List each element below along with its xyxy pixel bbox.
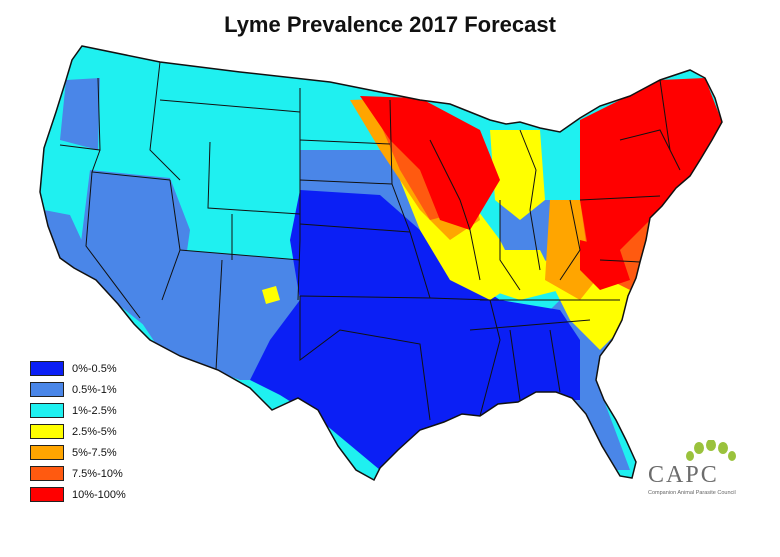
border-idaho: [149, 61, 181, 181]
region-michigan-yellow: [490, 130, 545, 220]
legend-swatch: [30, 361, 64, 376]
legend-label: 0.5%-1%: [72, 383, 117, 396]
legend-label: 7.5%-10%: [72, 467, 123, 480]
legend-item: 0%-0.5%: [30, 358, 126, 379]
region-colorado-yellow-spot: [262, 286, 280, 304]
legend-swatch: [30, 466, 64, 481]
paw-print-icon: [686, 440, 736, 461]
region-virginia-red: [580, 240, 630, 290]
region-central-dark-blue: [250, 190, 580, 470]
border-dakotas: [299, 139, 391, 145]
region-california-coast-blue: [44, 210, 100, 290]
map-title: Lyme Prevalence 2017 Forecast: [224, 12, 556, 37]
border-wyoming: [207, 141, 301, 215]
region-kentucky-yellow: [480, 250, 560, 300]
border-california-nevada: [85, 171, 141, 319]
legend-swatch: [30, 445, 64, 460]
region-wisconsin-minnesota-red: [360, 96, 500, 230]
border-arizona-new-mexico: [215, 259, 223, 371]
region-washington-blue: [60, 78, 100, 150]
state-borders: [59, 61, 681, 421]
border-lake-michigan: [519, 129, 537, 211]
legend-swatch: [30, 403, 64, 418]
legend-item: 2.5%-5%: [30, 421, 126, 442]
legend-item: 5%-7.5%: [30, 442, 126, 463]
border-plains-west: [297, 88, 301, 301]
border-wisconsin-illinois: [429, 139, 481, 281]
border-minnesota-iowa-missouri: [389, 99, 431, 299]
legend-swatch: [30, 424, 64, 439]
border-oklahoma-north: [299, 295, 431, 299]
legend-swatch: [30, 382, 64, 397]
border-kansas-north: [299, 223, 411, 233]
legend-label: 10%-100%: [72, 488, 126, 501]
logo-subtitle: Companion Animal Parasite Council: [648, 490, 736, 496]
legend-item: 7.5%-10%: [30, 463, 126, 484]
border-nebraska-north: [299, 179, 393, 185]
border-mississippi-alabama: [509, 329, 521, 401]
border-virginia-maryland: [599, 259, 641, 263]
border-indiana-ohio: [529, 209, 541, 271]
border-alabama-georgia: [549, 329, 561, 393]
legend-item: 1%-2.5%: [30, 400, 126, 421]
border-ohio-pennsylvania: [559, 199, 581, 281]
border-maine-new-hampshire: [659, 79, 671, 151]
legend-label: 2.5%-5%: [72, 425, 117, 438]
map-legend: 0%-0.5% 0.5%-1% 1%-2.5% 2.5%-5% 5%-7.5% 7.5%-…: [30, 358, 126, 505]
legend-item: 0.5%-1%: [30, 379, 126, 400]
capc-paw-logo-icon: [686, 440, 736, 461]
us-outline: [39, 45, 723, 482]
border-texas: [299, 296, 431, 421]
border-colorado-south: [179, 249, 301, 261]
logo-text: CAPC: [648, 462, 719, 488]
legend-item: 10%-100%: [30, 484, 126, 505]
legend-swatch: [30, 487, 64, 502]
border-arkansas-louisiana: [429, 297, 501, 417]
region-northeast-red: [580, 78, 722, 260]
border-tennessee-south: [469, 319, 591, 331]
legend-label: 5%-7.5%: [72, 446, 117, 459]
border-illinois-indiana: [499, 200, 521, 291]
legend-label: 1%-2.5%: [72, 404, 117, 417]
border-montana-south: [159, 99, 301, 113]
border-pennsylvania-new-york: [579, 195, 661, 201]
legend-label: 0%-0.5%: [72, 362, 117, 375]
border-new-england: [619, 129, 681, 171]
